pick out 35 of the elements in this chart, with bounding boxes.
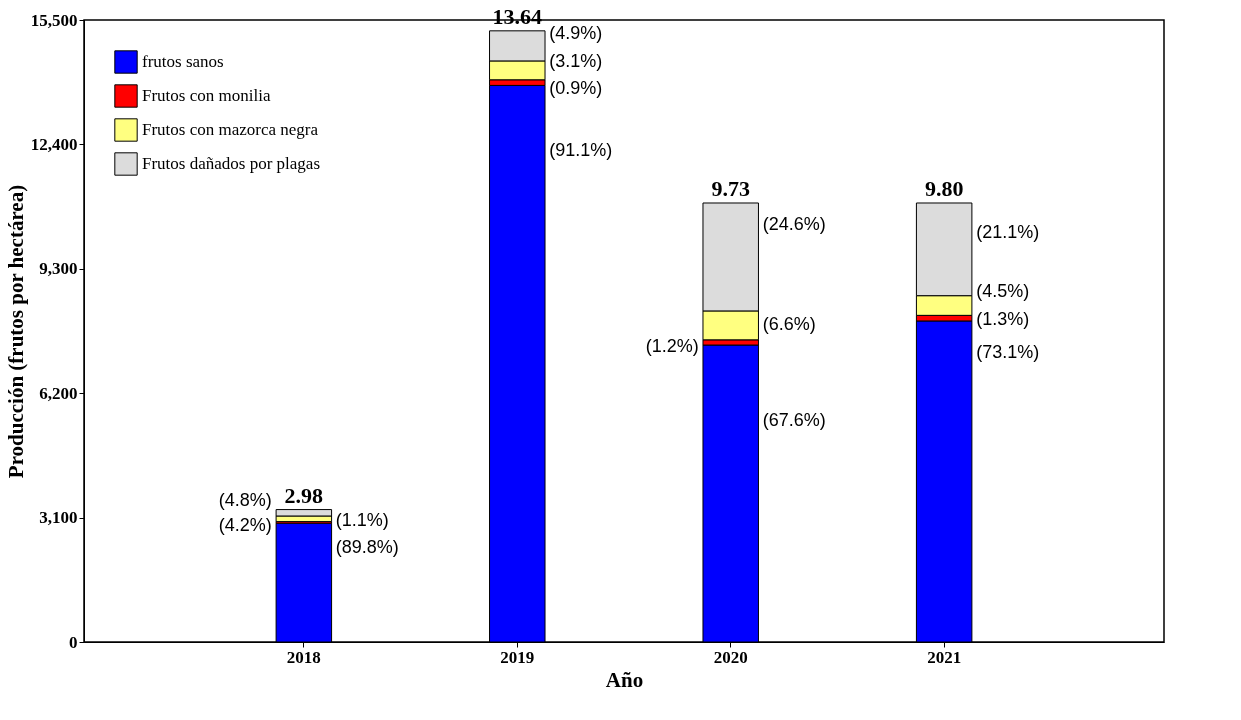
legend-label: Frutos con monilia — [142, 86, 271, 105]
annotation: (91.1%) — [549, 140, 613, 161]
annotation: (3.1%) — [549, 50, 603, 71]
y-tick-label: 0 — [69, 632, 78, 652]
y-tick-label: 15,500 — [30, 10, 78, 30]
annotation: 9.80 — [924, 175, 964, 201]
annotation: (67.6%) — [762, 410, 826, 431]
y-axis-title: Producción (frutos por hectárea) — [3, 184, 28, 479]
annotation: 9.73 — [711, 175, 750, 201]
annotation: (4.2%) — [218, 514, 272, 535]
legend-label: Frutos con mazorca negra — [142, 120, 319, 139]
annotation: (6.6%) — [762, 313, 816, 334]
legend-label: Frutos dañados por plagas — [142, 154, 321, 173]
annotation: (1.1%) — [335, 509, 389, 530]
x-tick-label: 2018 — [286, 647, 321, 667]
x-tick-label: 2021 — [927, 647, 962, 667]
annotation: (1.2%) — [645, 335, 699, 356]
x-tick-label: 2020 — [713, 647, 748, 667]
annotation: (4.5%) — [976, 280, 1030, 301]
annotation: (4.9%) — [549, 22, 603, 43]
annotation: (0.9%) — [549, 77, 603, 98]
legend-label: frutos sanos — [142, 52, 224, 71]
y-tick-label: 6,200 — [39, 383, 78, 403]
annotation: (4.8%) — [218, 489, 272, 510]
annotation: 2.98 — [284, 482, 324, 508]
y-tick-label: 9,300 — [39, 259, 78, 279]
x-tick-label: 2019 — [500, 647, 535, 667]
annotation: (24.6%) — [762, 213, 826, 234]
x-axis-title: Año — [605, 667, 644, 692]
annotation: (21.1%) — [976, 221, 1040, 242]
annotation: (1.3%) — [976, 309, 1030, 330]
annotation: (89.8%) — [335, 537, 399, 558]
annotation: (73.1%) — [976, 341, 1040, 362]
y-tick-label: 3,100 — [39, 508, 78, 528]
y-tick-label: 12,400 — [30, 134, 78, 154]
